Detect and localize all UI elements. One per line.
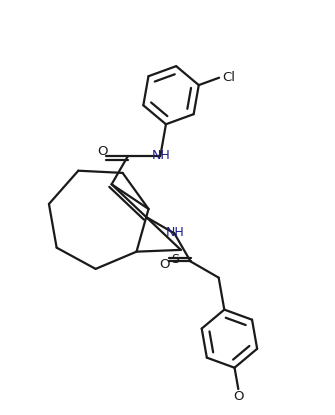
Text: O: O	[159, 258, 169, 271]
Text: O: O	[233, 391, 244, 403]
Text: O: O	[97, 145, 108, 158]
Text: Cl: Cl	[222, 71, 235, 84]
Text: NH: NH	[152, 149, 171, 162]
Text: NH: NH	[166, 226, 185, 239]
Text: S: S	[171, 253, 179, 266]
